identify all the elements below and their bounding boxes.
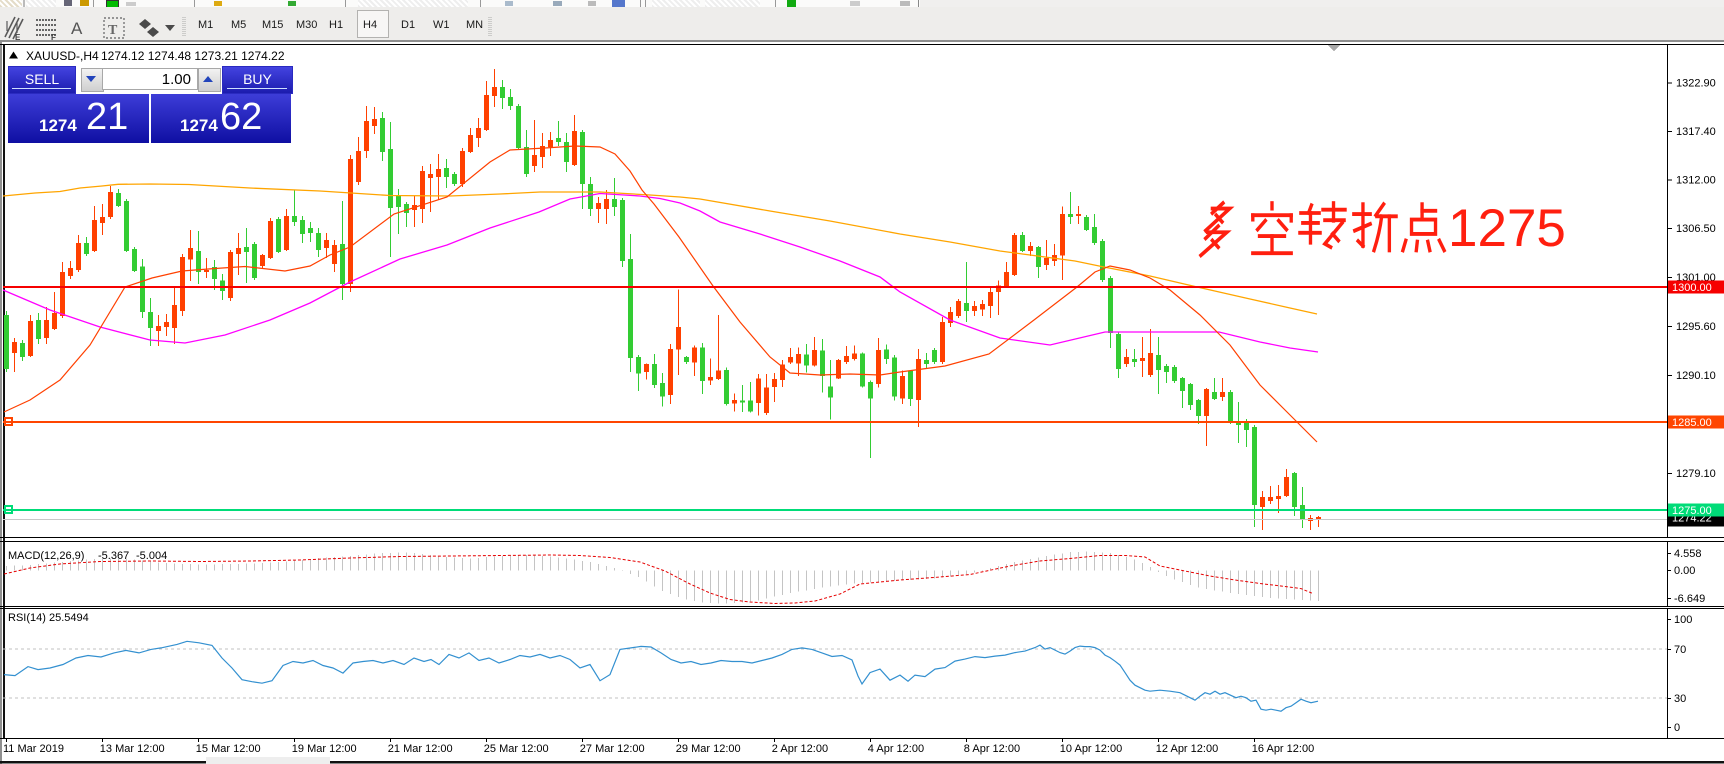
svg-text:1306.50: 1306.50 bbox=[1676, 223, 1716, 235]
svg-text:-5.367: -5.367 bbox=[98, 550, 129, 562]
svg-text:19 Mar 12:00: 19 Mar 12:00 bbox=[292, 743, 357, 755]
svg-text:25 Mar 12:00: 25 Mar 12:00 bbox=[484, 743, 549, 755]
svg-text:RSI(14) 25.5494: RSI(14) 25.5494 bbox=[8, 612, 89, 624]
svg-text:11 Mar 2019: 11 Mar 2019 bbox=[3, 743, 64, 755]
svg-text:12 Apr 12:00: 12 Apr 12:00 bbox=[1156, 743, 1218, 755]
svg-text:1300.00: 1300.00 bbox=[1672, 282, 1712, 294]
svg-text:1290.10: 1290.10 bbox=[1676, 370, 1716, 382]
svg-text:1285.00: 1285.00 bbox=[1672, 417, 1712, 429]
svg-text:0.00: 0.00 bbox=[1674, 565, 1695, 577]
svg-text:1322.90: 1322.90 bbox=[1676, 78, 1716, 90]
svg-text:-6.649: -6.649 bbox=[1674, 593, 1705, 605]
svg-text:-5.004: -5.004 bbox=[136, 550, 167, 562]
svg-text:1275.00: 1275.00 bbox=[1672, 505, 1712, 517]
svg-text:2 Apr 12:00: 2 Apr 12:00 bbox=[772, 743, 828, 755]
svg-text:4 Apr 12:00: 4 Apr 12:00 bbox=[868, 743, 924, 755]
svg-text:27 Mar 12:00: 27 Mar 12:00 bbox=[580, 743, 645, 755]
svg-text:13 Mar 12:00: 13 Mar 12:00 bbox=[100, 743, 165, 755]
svg-text:1312.00: 1312.00 bbox=[1676, 175, 1716, 187]
svg-text:8 Apr 12:00: 8 Apr 12:00 bbox=[964, 743, 1020, 755]
svg-text:100: 100 bbox=[1674, 614, 1692, 626]
svg-text:30: 30 bbox=[1674, 693, 1686, 705]
svg-text:15 Mar 12:00: 15 Mar 12:00 bbox=[196, 743, 261, 755]
svg-text:29 Mar 12:00: 29 Mar 12:00 bbox=[676, 743, 741, 755]
svg-text:10 Apr 12:00: 10 Apr 12:00 bbox=[1060, 743, 1122, 755]
svg-text:E: E bbox=[15, 33, 21, 42]
svg-text:21 Mar 12:00: 21 Mar 12:00 bbox=[388, 743, 453, 755]
svg-text:1317.40: 1317.40 bbox=[1676, 126, 1716, 138]
svg-text:70: 70 bbox=[1674, 644, 1686, 656]
svg-text:1295.60: 1295.60 bbox=[1676, 321, 1716, 333]
svg-text:MACD(12,26,9): MACD(12,26,9) bbox=[8, 550, 84, 562]
svg-text:1275: 1275 bbox=[1448, 199, 1566, 258]
svg-text:XAUUSD-,H4: XAUUSD-,H4 bbox=[26, 49, 99, 63]
svg-text:0: 0 bbox=[1674, 722, 1680, 734]
svg-text:F: F bbox=[51, 33, 56, 42]
svg-text:1279.10: 1279.10 bbox=[1676, 468, 1716, 480]
svg-text:1274.12 1274.48 1273.21 1274.2: 1274.12 1274.48 1273.21 1274.22 bbox=[101, 49, 285, 63]
svg-text:4.558: 4.558 bbox=[1674, 548, 1702, 560]
svg-text:A: A bbox=[71, 19, 83, 38]
svg-text:T: T bbox=[108, 23, 118, 38]
svg-text:16 Apr 12:00: 16 Apr 12:00 bbox=[1252, 743, 1314, 755]
